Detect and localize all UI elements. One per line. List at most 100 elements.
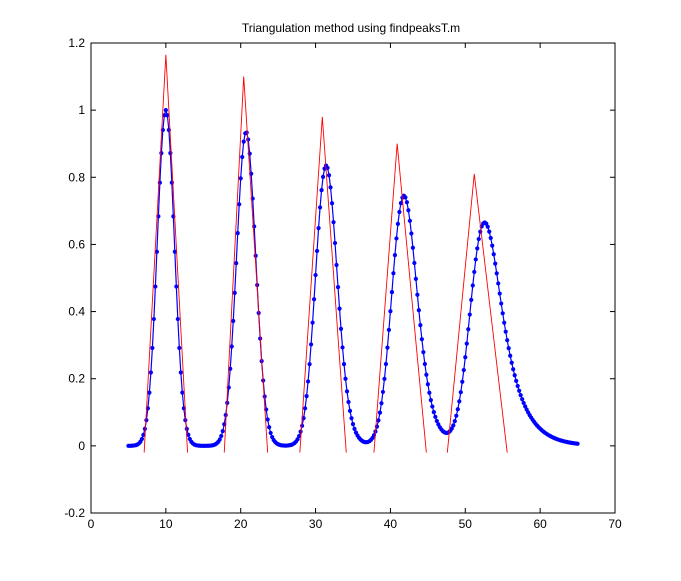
data-point [452,419,457,424]
data-point [184,426,189,431]
data-point [508,353,513,358]
data-point [458,390,463,395]
x-tick-label: 40 [384,517,398,531]
data-point [334,262,339,268]
data-point [141,432,146,438]
data-point [505,338,510,343]
data-point [331,220,336,225]
data-point [223,412,228,418]
data-point [380,389,386,395]
data-point [520,397,525,402]
y-tick-label: 0.2 [68,372,85,386]
data-point [469,297,474,302]
data-point [338,326,344,331]
data-point [175,316,180,322]
data-point [326,173,332,178]
data-point [317,205,323,210]
x-tick-label: 70 [608,517,622,531]
data-point [268,430,273,436]
y-tick-label: 0.8 [68,170,85,184]
data-point [424,372,429,377]
data-point [244,130,249,135]
data-point [237,202,242,207]
data-point [511,367,516,372]
data-point [310,320,315,325]
data-point [177,345,182,351]
data-point [228,366,233,371]
data-point [464,341,469,346]
data-point [434,418,439,424]
data-point [455,407,460,412]
data-point [454,413,459,418]
data-point [328,185,333,190]
data-point [427,390,432,395]
data-point [461,367,466,373]
data-point [147,390,152,395]
data-point [329,201,335,206]
data-point [139,436,144,442]
data-point [320,174,326,179]
data-point [515,383,520,389]
data-point [154,249,159,254]
data-point [497,291,502,296]
y-tick-label: 1.2 [68,36,85,50]
data-point [419,337,424,342]
data-point [470,283,475,288]
data-point [575,441,580,446]
data-point [499,301,504,306]
data-point [343,376,348,381]
data-point [308,342,314,347]
data-point [229,344,234,349]
data-point [159,151,164,156]
data-point [430,404,435,409]
data-point [304,394,309,399]
data-point [352,426,357,431]
data-point [232,290,237,295]
data-point [406,208,411,213]
x-axis: 0 10 20 30 40 50 60 70 [88,43,622,531]
data-point [475,246,480,251]
data-point [410,245,415,250]
data-point [407,218,412,223]
data-point [163,108,168,113]
chart-title: Triangulation method using findpeaksT.m [242,21,460,35]
data-point [340,345,345,350]
data-point [506,346,511,351]
data-point [217,437,222,442]
data-point [500,311,505,316]
data-point [376,418,381,423]
data-point [425,382,430,387]
data-point [412,260,417,266]
y-tick-label: 0 [78,439,85,453]
data-point [518,393,523,398]
data-point [490,243,495,248]
data-point [341,362,347,367]
data-point [162,113,167,118]
data-point [392,253,398,258]
x-tick-label: 20 [234,517,248,531]
x-tick-label: 30 [309,517,323,531]
data-point [311,297,317,302]
data-point [433,414,438,420]
data-point [313,272,318,278]
data-point [267,425,272,430]
data-point [178,370,183,375]
data-point [478,229,483,234]
data-point [385,345,390,350]
data-point [509,360,514,365]
data-point [431,410,436,415]
data-point [409,231,414,236]
data-point [319,187,324,193]
data-point [386,327,392,332]
data-point [337,306,342,311]
data-point [487,229,492,234]
data-point [421,350,426,355]
data-point [514,378,519,383]
data-point [383,361,389,367]
data-point [472,269,477,275]
data-point [403,195,408,200]
x-tick-label: 50 [459,517,473,531]
x-tick-label: 60 [533,517,547,531]
